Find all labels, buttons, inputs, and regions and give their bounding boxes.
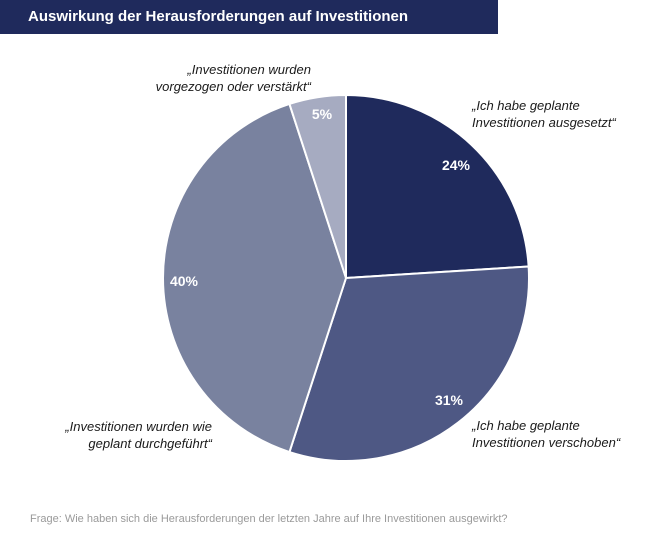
slice-category-label-1: „Ich habe geplante Investitionen ausgeset… [471, 98, 616, 130]
pie-slice-1 [345, 93, 530, 280]
slice-value-label-1: 24% [442, 157, 471, 173]
slice-category-label-2: „Ich habe geplante Investitionen verschob… [471, 418, 621, 450]
pie-slice-3 [162, 102, 348, 454]
slice-value-label-2: 31% [435, 392, 464, 408]
slice-value-label-3: 40% [170, 273, 199, 289]
slice-value-label-4: 5% [312, 106, 333, 122]
chart-title: Auswirkung der Herausforderungen auf Inv… [0, 0, 498, 34]
slice-category-label-3: „Investitionen wurden wie geplant durchge… [64, 419, 212, 451]
pie-slice-2 [288, 265, 530, 462]
footnote: Frage: Wie haben sich die Herausforderun… [30, 513, 508, 525]
slice-category-label-4: „Investitionen wurden vorgezogen oder ver… [156, 62, 312, 94]
pie-slice-4 [288, 93, 347, 279]
